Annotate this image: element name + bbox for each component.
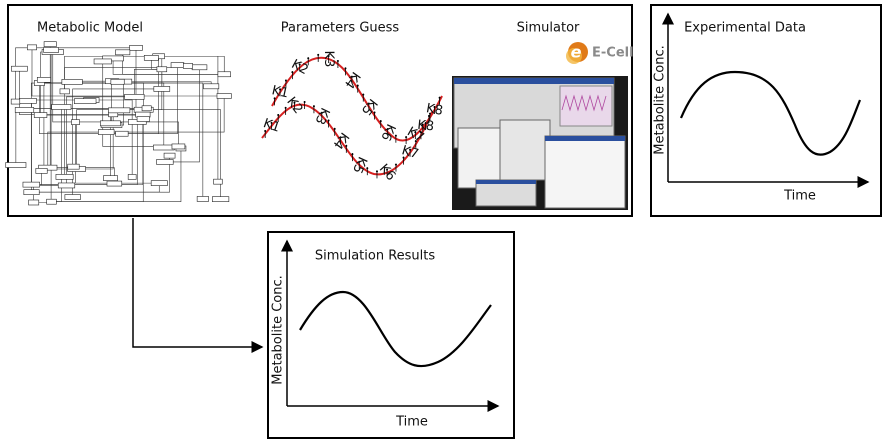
parameter-label: K1 (270, 83, 290, 101)
svg-text:e: e (571, 43, 582, 62)
y-axis-label: Metabolite Conc. (653, 45, 668, 154)
simulator-title: Simulator (517, 21, 580, 36)
simulation-results-title: Simulation Results (315, 249, 436, 264)
x-axis-label: Time (783, 189, 816, 204)
pathway-edge (48, 132, 106, 168)
enzyme-box (130, 45, 143, 50)
enzyme-box (11, 99, 20, 104)
enzyme-box (154, 86, 170, 91)
diagram: Metabolic Model Parameters Guess Simulat… (0, 0, 888, 442)
pathway-edge (32, 156, 170, 193)
enzyme-box (111, 79, 124, 84)
enzyme-box (125, 94, 145, 99)
enzyme-box (6, 163, 26, 168)
parameter-label: K7 (400, 143, 420, 162)
enzyme-box (60, 89, 69, 94)
enzyme-box (36, 168, 47, 173)
enzyme-box (24, 190, 39, 195)
enzyme-box (218, 72, 231, 77)
enzyme-box (183, 63, 192, 68)
enzyme-box (62, 79, 82, 84)
enzyme-box (27, 45, 36, 50)
enzyme-box (204, 84, 219, 89)
enzyme-box (144, 55, 158, 60)
parameters-guess-title: Parameters Guess (281, 21, 400, 36)
pathway-edge (113, 58, 224, 74)
enzyme-box (29, 200, 39, 205)
enzyme-box (44, 42, 56, 47)
enzyme-box (115, 50, 129, 55)
enzyme-box (108, 108, 129, 113)
enzyme-box (157, 159, 174, 164)
enzyme-box (68, 164, 79, 169)
enzyme-box (98, 130, 114, 135)
enzyme-box (116, 131, 128, 136)
enzyme-box (20, 98, 37, 103)
enzyme-box (157, 67, 167, 72)
enzyme-box (197, 196, 208, 201)
x-axis-label: Time (395, 415, 428, 430)
parameter-label: K5 (358, 95, 380, 117)
enzyme-box (52, 104, 71, 109)
pathway-edge (65, 67, 200, 91)
enzyme-box (15, 107, 34, 112)
enzyme-box (142, 106, 151, 111)
experimental-curve (681, 72, 860, 155)
parameter-label: K3 (321, 51, 336, 68)
metabolic-model-title: Metabolic Model (37, 21, 143, 36)
enzyme-box (107, 181, 122, 186)
enzyme-box (151, 181, 167, 186)
experimental-data-title: Experimental Data (684, 21, 806, 36)
enzyme-box (65, 195, 81, 200)
enzyme-box (217, 93, 231, 98)
pathway-edge (159, 56, 162, 89)
enzyme-box (47, 199, 57, 204)
simulation-curve (300, 292, 491, 366)
enzyme-box (44, 47, 59, 52)
parameter-label: K8 (417, 118, 435, 135)
enzyme-box (172, 144, 185, 149)
enzyme-box (164, 153, 175, 158)
enzyme-box (153, 145, 174, 150)
enzyme-box (100, 121, 120, 126)
simulator-screenshot (452, 76, 628, 210)
pathway-edge (51, 119, 143, 202)
pathway-edge (34, 50, 51, 203)
enzyme-box (56, 174, 73, 179)
ecell-logo: e E-Cell (566, 42, 634, 64)
enzyme-box (137, 117, 149, 122)
parameter-label: K6 (376, 161, 398, 184)
enzyme-box (94, 59, 111, 64)
enzyme-box (214, 179, 223, 184)
enzyme-box (34, 113, 47, 118)
enzyme-box (128, 174, 136, 179)
parameter-label: K8 (425, 101, 444, 119)
pathway-edge (44, 80, 48, 168)
enzyme-box (103, 176, 117, 181)
enzyme-box (212, 197, 229, 202)
enzyme-box (37, 77, 50, 82)
metabolic-network (6, 42, 232, 205)
enzyme-box (11, 66, 27, 71)
enzyme-box (74, 99, 96, 104)
ecell-label: E-Cell (592, 46, 634, 61)
enzyme-box (58, 183, 75, 188)
enzyme-box (171, 63, 184, 68)
parameter-label: K4 (341, 69, 363, 91)
enzyme-box (192, 65, 207, 70)
y-axis-label: Metabolite Conc. (271, 275, 286, 384)
parameter-label: K4 (330, 129, 352, 151)
flow-arrow (133, 218, 262, 347)
enzyme-box (71, 120, 79, 125)
enzyme-box (23, 182, 40, 187)
pathway-edge (77, 110, 144, 169)
